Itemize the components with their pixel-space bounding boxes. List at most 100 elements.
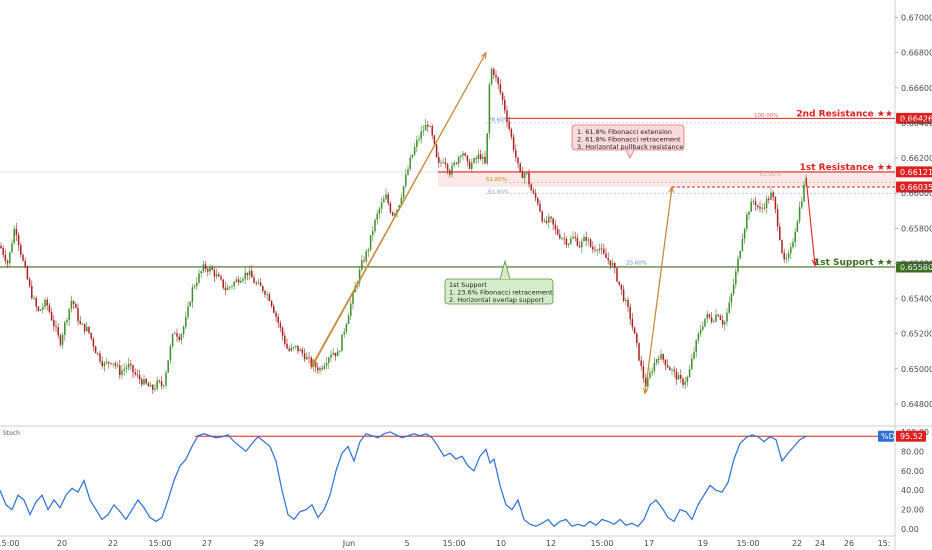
candle-body <box>204 264 207 269</box>
candle-body <box>638 342 640 361</box>
candle-body <box>303 353 306 360</box>
target-arrow <box>805 177 816 266</box>
price-tag-label: 0.66426 <box>900 114 932 123</box>
support-note-pointer <box>499 259 511 280</box>
candle-body <box>671 369 673 371</box>
candle-body <box>22 254 24 261</box>
candlestick-series <box>0 67 807 394</box>
candle-body <box>259 282 262 287</box>
candle-body <box>653 362 656 372</box>
candle-body <box>257 282 260 284</box>
candle-body <box>0 245 2 249</box>
time-tick-label: 15:00 <box>0 539 20 548</box>
candle-body <box>431 126 433 136</box>
candle-body <box>138 375 141 380</box>
candle-body <box>275 312 277 317</box>
candle-body <box>633 327 636 334</box>
candle-body <box>486 133 488 164</box>
candle-body <box>532 190 535 194</box>
candle-body <box>244 272 246 279</box>
candle-body <box>545 220 548 223</box>
candle-body <box>196 282 198 287</box>
candle-body <box>506 110 508 122</box>
candle-body <box>378 208 381 214</box>
candle-body <box>620 284 623 290</box>
candle-body <box>594 249 596 251</box>
candle-body <box>306 356 308 360</box>
candle-body <box>737 258 739 272</box>
candle-body <box>336 351 339 357</box>
price-tag <box>896 112 932 124</box>
candle-body <box>622 289 625 301</box>
candle-body <box>682 378 684 385</box>
candle-body <box>143 378 145 385</box>
candle-body <box>530 184 532 191</box>
candle-body <box>391 212 394 216</box>
candle-body <box>310 357 312 367</box>
candle-body <box>374 219 376 232</box>
price-tag <box>896 166 932 178</box>
resistance-note-line: 1. 61.8% Fibonacci extension <box>577 128 672 136</box>
candle-body <box>182 326 185 335</box>
resistance-note-line: 3. Horizontal pullback resistance <box>577 143 683 151</box>
candle-body <box>334 352 337 357</box>
candle-body <box>352 292 354 304</box>
projection-arrows-layer <box>310 51 818 395</box>
candle-body <box>803 184 805 202</box>
candle-body <box>262 286 264 291</box>
candle-body <box>39 309 42 311</box>
candle-body <box>477 154 480 159</box>
target-arrow-head <box>811 259 818 267</box>
candle-body <box>112 363 114 365</box>
extension-arrow-return <box>311 52 487 366</box>
candle-body <box>453 162 455 166</box>
candle-body <box>589 239 592 247</box>
support-note-box <box>444 278 554 305</box>
candle-body <box>724 321 726 325</box>
candle-body <box>176 333 178 337</box>
candle-body <box>268 294 271 301</box>
candle-body <box>715 314 717 322</box>
candle-body <box>534 193 537 199</box>
candle-body <box>581 241 583 248</box>
candle-body <box>479 154 482 159</box>
candle-body <box>673 369 675 372</box>
time-tick-label: 26 <box>844 539 854 548</box>
price-tag <box>896 181 932 193</box>
candle-body <box>220 276 222 280</box>
price-tick-label: 0.65800 <box>901 224 932 233</box>
candle-body <box>693 352 695 359</box>
time-tick-label: 24 <box>815 539 825 548</box>
candle-body <box>576 237 579 246</box>
candle-body <box>33 298 35 299</box>
candle-body <box>497 77 499 85</box>
candle-body <box>488 84 491 134</box>
candle-body <box>367 249 370 252</box>
candle-body <box>600 248 603 250</box>
candle-body <box>433 135 436 145</box>
candle-body <box>251 270 253 278</box>
candle-body <box>779 226 781 241</box>
stochastic-pane: Stoch100.0080.0060.0040.0020.000.00%D95.… <box>0 428 929 534</box>
candle-body <box>798 207 801 222</box>
candle-body <box>171 333 174 347</box>
fib-label: 23.60% <box>626 261 647 267</box>
candle-body <box>625 300 627 301</box>
candle-body <box>119 365 121 376</box>
price-tick-label: 0.65400 <box>901 295 932 304</box>
price-tick-label: 0.64800 <box>901 400 932 409</box>
candle-body <box>299 349 301 352</box>
candle-body <box>350 303 352 316</box>
candle-body <box>174 333 176 335</box>
candle-body <box>708 314 711 318</box>
candle-body <box>603 248 605 254</box>
candle-body <box>713 321 715 323</box>
candle-body <box>684 381 686 385</box>
price-tag-label: 0.66035 <box>900 183 932 192</box>
candle-body <box>739 250 741 259</box>
candle-body <box>35 298 37 307</box>
candle-body <box>328 357 330 364</box>
candle-body <box>752 201 755 203</box>
candle-body <box>495 75 497 78</box>
candle-body <box>440 162 442 164</box>
